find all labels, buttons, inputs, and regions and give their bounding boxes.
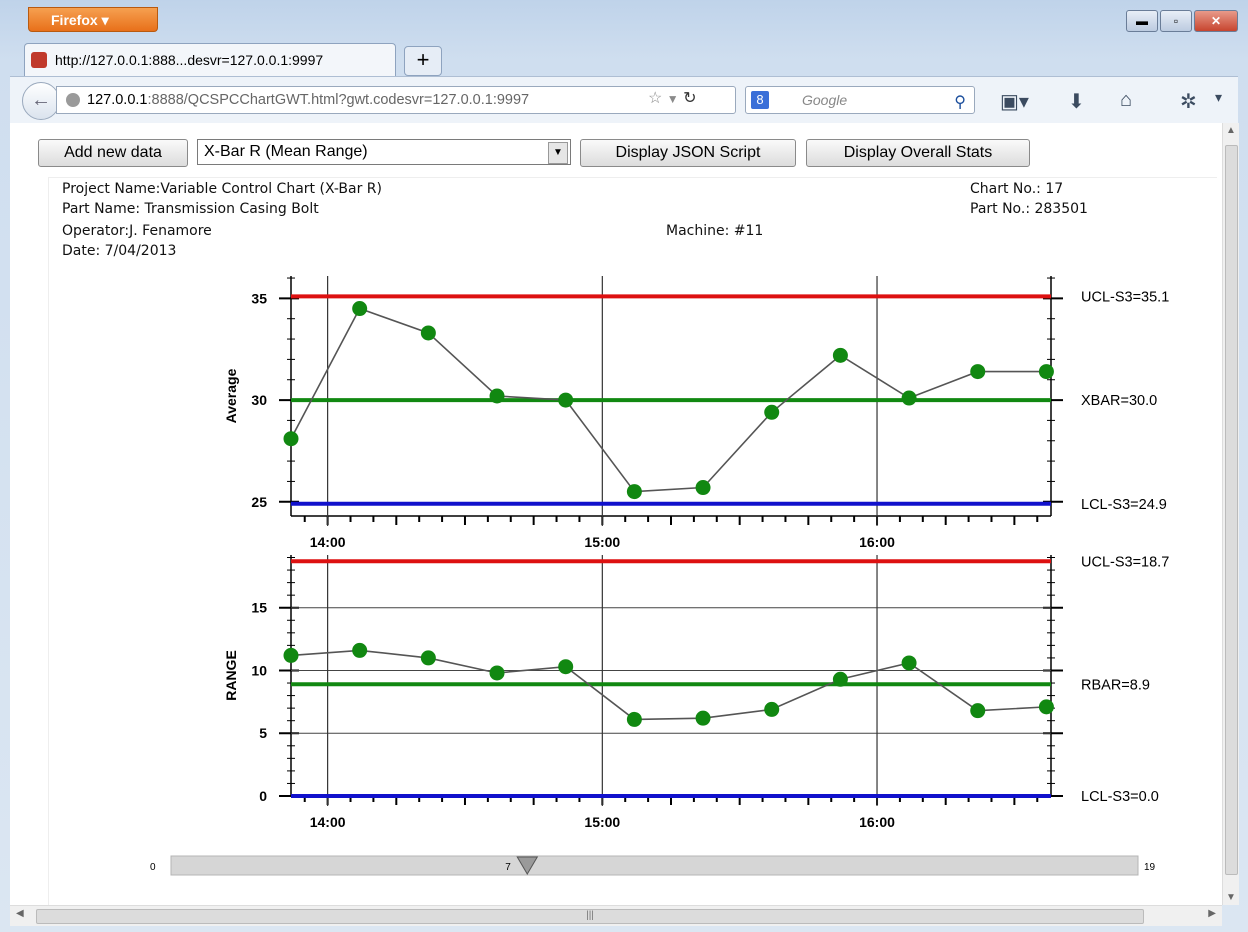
horizontal-scrollbar[interactable]: ◀ ||| ▶ [10,905,1222,926]
scroll-right-icon[interactable]: ▶ [1208,908,1216,919]
menu-icon[interactable]: ▾ [1215,89,1223,105]
search-placeholder: Google [802,92,848,108]
scroll-down-icon[interactable]: ▼ [1226,892,1236,903]
favicon-icon [31,52,47,68]
url-bar[interactable]: 127.0.0.1:8888/QCSPCChartGWT.html?gwt.co… [56,86,736,114]
addon-icon[interactable]: ✲ [1180,91,1197,113]
vertical-scrollbar[interactable]: ▲ ▼ [1222,123,1239,905]
chevron-down-icon[interactable]: ▼ [548,142,568,164]
firefox-menu-button[interactable]: Firefox ▾ [28,7,158,32]
close-icon[interactable]: ✕ [1194,10,1238,32]
date: Date: 7/04/2013 [62,243,177,259]
machine: Machine: #11 [666,223,764,239]
back-arrow-icon[interactable]: ← [22,82,60,120]
minimize-icon[interactable]: ▬ [1126,10,1158,32]
download-icon[interactable]: ⬇ [1068,91,1085,113]
reload-icon[interactable]: ↻ [683,90,697,107]
scroll-thumb[interactable]: ||| [36,909,1144,924]
chart-panel [48,177,1217,908]
window-controls: ▬ ▫ ✕ [1126,10,1238,32]
new-tab-button[interactable]: + [404,46,442,76]
url-host: 127.0.0.1 [87,92,148,108]
scroll-left-icon[interactable]: ◀ [16,908,24,919]
google-icon: 8 [751,91,769,109]
star-icon[interactable]: ☆ [648,90,663,107]
part-number: Part No.: 283501 [970,201,1088,217]
globe-icon [66,93,80,107]
display-stats-button[interactable]: Display Overall Stats [806,139,1030,167]
chart-type-value: X-Bar R (Mean Range) [204,143,368,160]
maximize-icon[interactable]: ▫ [1160,10,1192,32]
part-name: Part Name: Transmission Casing Bolt [62,201,319,217]
home-icon[interactable]: ⌂ [1120,89,1133,111]
url-path: :8888/QCSPCChartGWT.html?gwt.codesvr=127… [147,92,530,108]
chart-number: Chart No.: 17 [970,181,1064,197]
scroll-up-icon[interactable]: ▲ [1226,125,1236,136]
scroll-thumb[interactable] [1225,145,1238,875]
bookmarks-icon[interactable]: ▣▾ [1000,91,1029,113]
project-name: Project Name:Variable Control Chart (X-B… [62,181,382,197]
url-bar-icons: ☆ ▼ ↻ [648,88,697,108]
page-content [10,123,1222,905]
tab-active[interactable]: http://127.0.0.1:888...desvr=127.0.0.1:9… [24,43,396,76]
operator: Operator:J. Fenamore [62,223,212,239]
search-icon[interactable]: ⚲ [954,94,966,111]
dropdown-icon[interactable]: ▼ [666,92,679,106]
add-new-data-button[interactable]: Add new data [38,139,188,167]
display-json-button[interactable]: Display JSON Script [580,139,796,167]
chart-type-select[interactable]: X-Bar R (Mean Range) ▼ [197,139,571,165]
tab-title: http://127.0.0.1:888...desvr=127.0.0.1:9… [55,52,324,68]
search-input[interactable]: 8 Google ⚲ [745,86,975,114]
